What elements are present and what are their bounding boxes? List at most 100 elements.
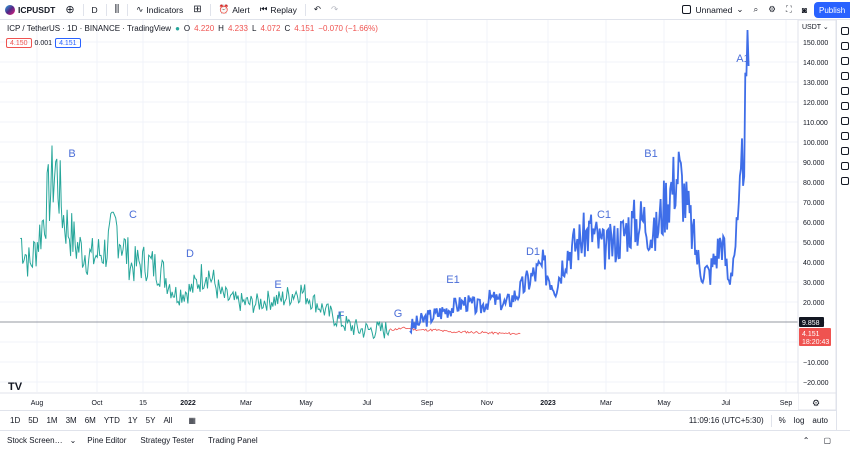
replay-button[interactable]: ⏮ Replay <box>255 0 302 20</box>
percent-toggle[interactable]: % <box>778 416 786 425</box>
timeframe-5y[interactable]: 5Y <box>145 416 156 425</box>
interval-label: D <box>91 4 98 15</box>
watchlist-icon[interactable] <box>841 27 849 35</box>
price-tick-label: −20.000 <box>803 380 829 387</box>
last-price-badge <box>799 328 831 346</box>
settings-button[interactable]: ⚙ <box>763 0 781 20</box>
right-sidebar <box>836 20 850 430</box>
clock-display[interactable]: 11:09:16 (UTC+5:30) <box>688 416 764 425</box>
wave-label-c[interactable]: C <box>129 209 137 221</box>
buy-price-button[interactable]: 4.151 <box>55 38 81 48</box>
currency-label[interactable]: USDT ⌄ <box>802 24 829 31</box>
time-tick-label: 2022 <box>180 400 196 407</box>
price-tick-label: 90.000 <box>803 160 825 167</box>
price-tick-label: 50.000 <box>803 240 825 247</box>
chart-type-button[interactable]: ⫼ <box>110 0 125 20</box>
wave-label-e1[interactable]: E1 <box>446 274 459 286</box>
hotlist-icon[interactable] <box>841 72 849 80</box>
price-tick-label: −10.000 <box>803 360 829 367</box>
templates-button[interactable]: ⊞ <box>188 0 206 20</box>
wave-label-c1[interactable]: C1 <box>597 209 611 221</box>
line-price-badge <box>799 317 824 327</box>
timeframe-5d[interactable]: 5D <box>28 416 39 425</box>
chart-legend: ICP / TetherUS · 1D · BINANCE · TradingV… <box>7 24 378 33</box>
log-toggle[interactable]: log <box>793 416 805 425</box>
interval-button[interactable]: D <box>87 0 103 20</box>
camera-icon: ◙ <box>801 4 807 15</box>
timeframe-3m[interactable]: 3M <box>65 416 77 425</box>
tab-strategy-tester[interactable]: Strategy Tester <box>140 435 195 445</box>
timeframe-1d[interactable]: 1D <box>10 416 21 425</box>
time-tick-label: Aug <box>31 400 44 407</box>
price-tick-label: 20.000 <box>803 300 825 307</box>
symbol-search[interactable]: ICPUSDT <box>0 0 60 20</box>
date-range-icon[interactable]: ▦ <box>188 416 196 425</box>
help-icon[interactable] <box>841 177 849 185</box>
price-tick-label: 100.000 <box>803 140 828 147</box>
order-panel-icon[interactable] <box>841 162 849 170</box>
notifications-icon[interactable] <box>841 147 849 155</box>
time-tick-label: Sep <box>780 400 793 407</box>
tab-trading-panel[interactable]: Trading Panel <box>208 435 258 445</box>
wave-label-f[interactable]: F <box>338 310 345 322</box>
status-dot-icon: ● <box>175 24 180 33</box>
time-tick-label: Jul <box>722 400 731 407</box>
wave-label-e[interactable]: E <box>274 279 281 291</box>
price-tick-label: 30.000 <box>803 280 825 287</box>
wave-label-d1[interactable]: D1 <box>526 246 540 258</box>
indicators-button[interactable]: ∿ Indicators <box>131 0 188 20</box>
data-window-icon[interactable] <box>841 57 849 65</box>
grid-icon: ⊞ <box>193 4 202 15</box>
projection-series[interactable] <box>409 29 750 335</box>
time-tick-label: Sep <box>421 400 434 407</box>
wave-label-b1[interactable]: B1 <box>644 148 657 160</box>
compare-button[interactable]: ⊕ <box>60 0 79 20</box>
news-icon[interactable] <box>841 117 849 125</box>
replay-icon: ⏮ <box>259 4 268 14</box>
high-label: H <box>218 24 224 33</box>
candles-icon: ⫼ <box>114 4 120 15</box>
bid-ask-box: 4.150 0.001 4.151 <box>6 38 81 48</box>
chart-canvas[interactable]: A1 B1 C1 D1 E1 B C D E F G USDT ⌄ 150.000 140.000 130… <box>0 20 836 410</box>
timeframe-all[interactable]: All <box>163 416 173 425</box>
chevron-down-icon[interactable]: ⌄ <box>69 435 77 445</box>
timeframe-1y[interactable]: 1Y <box>127 416 138 425</box>
layout-menu[interactable]: Unnamed ⌄ <box>677 0 749 20</box>
high-value: 4.233 <box>227 24 248 33</box>
wave-label-a1[interactable]: A1 <box>736 53 749 65</box>
bottom-panel-tabs: Stock Screen… ⌄ Pine Editor Strategy Tes… <box>0 430 850 449</box>
timeframe-6m[interactable]: 6M <box>84 416 96 425</box>
tradingview-logo-icon: TV <box>8 381 23 393</box>
wave-label-g[interactable]: G <box>394 308 403 320</box>
wave-label-d[interactable]: D <box>186 248 194 260</box>
alerts-icon[interactable] <box>841 42 849 50</box>
redo-button[interactable]: ↷ <box>326 0 343 20</box>
collapse-panel-icon[interactable]: ⌃ <box>802 435 810 445</box>
time-tick-label: Jul <box>363 400 372 407</box>
auto-toggle[interactable]: auto <box>812 416 828 425</box>
fullscreen-button[interactable]: ⛶ <box>781 0 797 20</box>
tab-stock-screener[interactable]: Stock Screen… <box>7 435 63 445</box>
symbol-name: ICPUSDT <box>18 4 56 15</box>
redo-icon: ↷ <box>330 4 339 14</box>
calendar-icon[interactable] <box>841 87 849 95</box>
snapshot-button[interactable]: ◙ <box>797 0 812 20</box>
ideas-icon[interactable] <box>841 102 849 110</box>
time-tick-label: Mar <box>600 400 613 407</box>
gear-icon: ⚙ <box>768 4 776 14</box>
indicators-icon: ∿ <box>136 4 144 14</box>
search-button[interactable]: ⌕ <box>749 0 764 20</box>
undo-button[interactable]: ↶ <box>309 0 326 20</box>
time-tick-label: 15 <box>139 400 147 407</box>
alert-button[interactable]: ⏰ Alert <box>214 0 255 20</box>
tab-pine-editor[interactable]: Pine Editor <box>87 435 127 445</box>
spread-value: 0.001 <box>34 39 53 47</box>
chat-icon[interactable] <box>841 132 849 140</box>
timeframe-ytd[interactable]: YTD <box>103 416 120 425</box>
publish-button[interactable]: Publish <box>814 2 850 18</box>
timeframe-1m[interactable]: 1M <box>46 416 58 425</box>
gear-icon[interactable]: ⚙ <box>812 398 820 408</box>
wave-label-b[interactable]: B <box>68 148 75 160</box>
maximize-panel-icon[interactable]: ▢ <box>823 435 831 445</box>
sell-price-button[interactable]: 4.150 <box>6 38 32 48</box>
